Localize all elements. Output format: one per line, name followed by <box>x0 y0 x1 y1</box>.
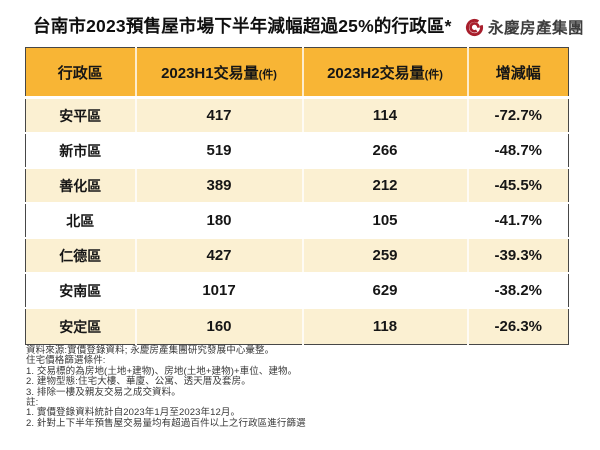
header-cell-h1: 2023H1交易量(件) <box>135 47 304 99</box>
cell-district: 新市區 <box>25 133 137 169</box>
cell-change: -72.7% <box>467 97 569 134</box>
cell-h1: 1017 <box>135 273 304 309</box>
cell-district: 安南區 <box>25 273 137 309</box>
cell-h1: 389 <box>135 168 304 204</box>
cell-h1: 519 <box>135 133 304 169</box>
cell-district: 仁德區 <box>25 238 137 274</box>
header-cell-district: 行政區 <box>25 47 137 99</box>
cell-h1: 417 <box>135 97 304 134</box>
cell-district: 北區 <box>25 203 137 239</box>
cell-h2: 212 <box>302 168 469 204</box>
cell-change: -41.7% <box>467 203 569 239</box>
cell-h1: 180 <box>135 203 304 239</box>
footer-line: 住宅價格篩選條件: <box>26 355 106 367</box>
cell-change: -45.5% <box>467 168 569 204</box>
brand-name: 永慶房產集團 <box>487 20 584 37</box>
cell-h2: 629 <box>302 273 469 309</box>
footer-line: 3. 排除一樓及親友交易之成交資料。 <box>26 386 181 398</box>
cell-h2: 118 <box>302 308 469 345</box>
table-row: 安平區 417 114 -72.7% <box>25 97 569 134</box>
yungching-logo-icon <box>464 17 485 38</box>
table-header-row: 行政區 2023H1交易量(件) 2023H2交易量(件) 增減幅 <box>25 47 569 99</box>
table-row: 北區 180 105 -41.7% <box>25 203 569 239</box>
table-row: 仁德區 427 259 -39.3% <box>25 238 569 274</box>
cell-district: 安定區 <box>25 308 137 345</box>
table-body: 安平區 417 114 -72.7% 新市區 519 266 -48.7% 善化區 389 212-… <box>25 97 569 345</box>
cell-h1: 160 <box>135 308 304 345</box>
footer-line: 2. 針對上下半年預售屋交易量均有超過百件以上之行政區進行篩選 <box>26 417 306 429</box>
cell-h2: 114 <box>302 97 469 134</box>
header-cell-h2: 2023H2交易量(件) <box>302 47 469 99</box>
brand-logo: 永慶房產集團 <box>464 16 584 38</box>
table-row: 新市區 519 266 -48.7% <box>25 133 569 169</box>
table-row: 善化區 389 212 -45.5% <box>25 168 569 204</box>
footer-notes: 資料來源:實價登錄資料; 永慶房產集團研究發展中心彙整。 住宅價格篩選條件: 1. … <box>26 345 306 429</box>
cell-change: -38.2% <box>467 273 569 309</box>
header-cell-change: 增減幅 <box>467 47 569 99</box>
footer-line: 註: <box>26 397 39 409</box>
cell-change: -26.3% <box>467 308 569 345</box>
cell-district: 善化區 <box>25 168 137 204</box>
data-table: 行政區 2023H1交易量(件) 2023H2交易量(件) 增減幅 安平區 417… <box>25 47 569 345</box>
table-row: 安定區 160 118 -26.3% <box>25 308 569 345</box>
cell-h2: 266 <box>302 133 469 169</box>
cell-h2: 259 <box>302 238 469 274</box>
cell-change: -48.7% <box>467 133 569 169</box>
cell-change: -39.3% <box>467 238 569 274</box>
cell-h1: 427 <box>135 238 304 274</box>
page-title: 台南市2023預售屋市場下半年減幅超過25%的行政區* <box>33 16 452 36</box>
cell-h2: 105 <box>302 203 469 239</box>
footer-line: 2. 建物型態:住宅大樓、華廈、公寓、透天厝及套房。 <box>26 376 251 388</box>
table-row: 安南區 1017 629 -38.2% <box>25 273 569 309</box>
footer-line: 1. 實價登錄資料統計自2023年1月至2023年12月。 <box>26 407 241 419</box>
footer-line: 資料來源:實價登錄資料; 永慶房產集團研究發展中心彙整。 <box>26 345 275 356</box>
footer-line: 1. 交易標的為房地(土地+建物)、房地(土地+建物)+車位、建物。 <box>26 365 298 377</box>
cell-district: 安平區 <box>25 97 137 134</box>
